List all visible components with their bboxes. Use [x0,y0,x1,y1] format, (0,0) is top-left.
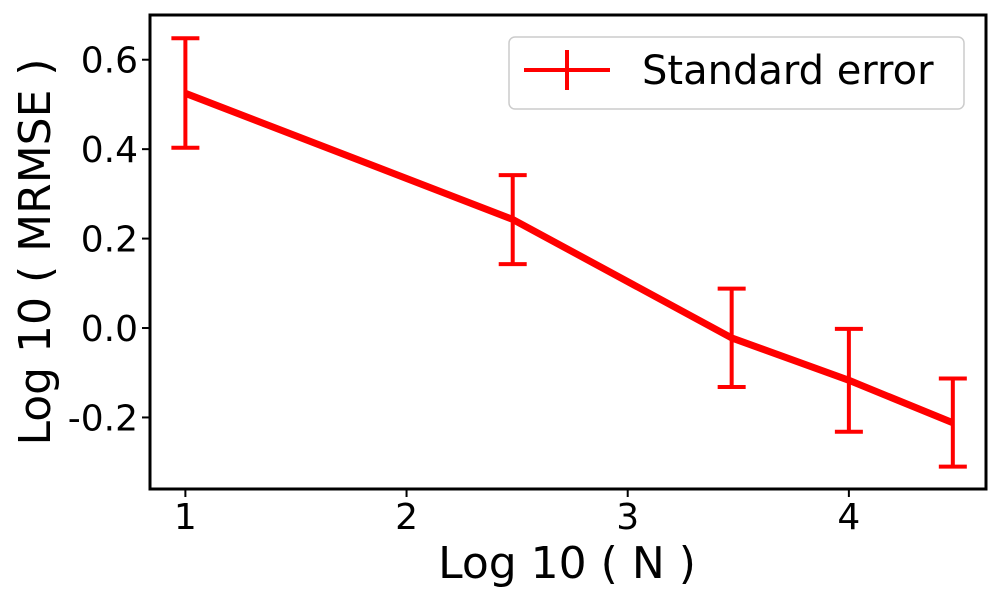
legend: Standard error [508,36,965,110]
x-tick-label: 1 [174,497,197,538]
y-axis-title: Log 10 ( MRMSE ) [10,58,61,445]
y-tick-label: 0.4 [81,130,138,171]
error-bar [717,286,746,390]
series-line [184,90,955,427]
x-tick-label: 4 [837,497,860,538]
y-tick-label: 0.2 [81,220,138,261]
x-tick-label: 2 [395,497,418,538]
y-tick-label: -0.2 [68,398,138,439]
error-bar [938,376,967,469]
plot-frame [148,13,988,491]
error-bar [834,326,863,434]
series-layer [171,36,967,469]
error-bar [171,36,200,150]
y-tick-label: 0.0 [81,309,138,350]
ticks-layer: 1 2 3 4 0.6 0.4 0.2 0.0 -0.2 [68,41,861,538]
error-bar [498,173,527,267]
legend-label: Standard error [642,48,934,94]
y-tick-label: 0.6 [81,41,138,82]
x-tick-label: 3 [616,497,639,538]
legend-box [508,36,965,110]
x-axis-title: Log 10 ( N ) [438,538,696,589]
